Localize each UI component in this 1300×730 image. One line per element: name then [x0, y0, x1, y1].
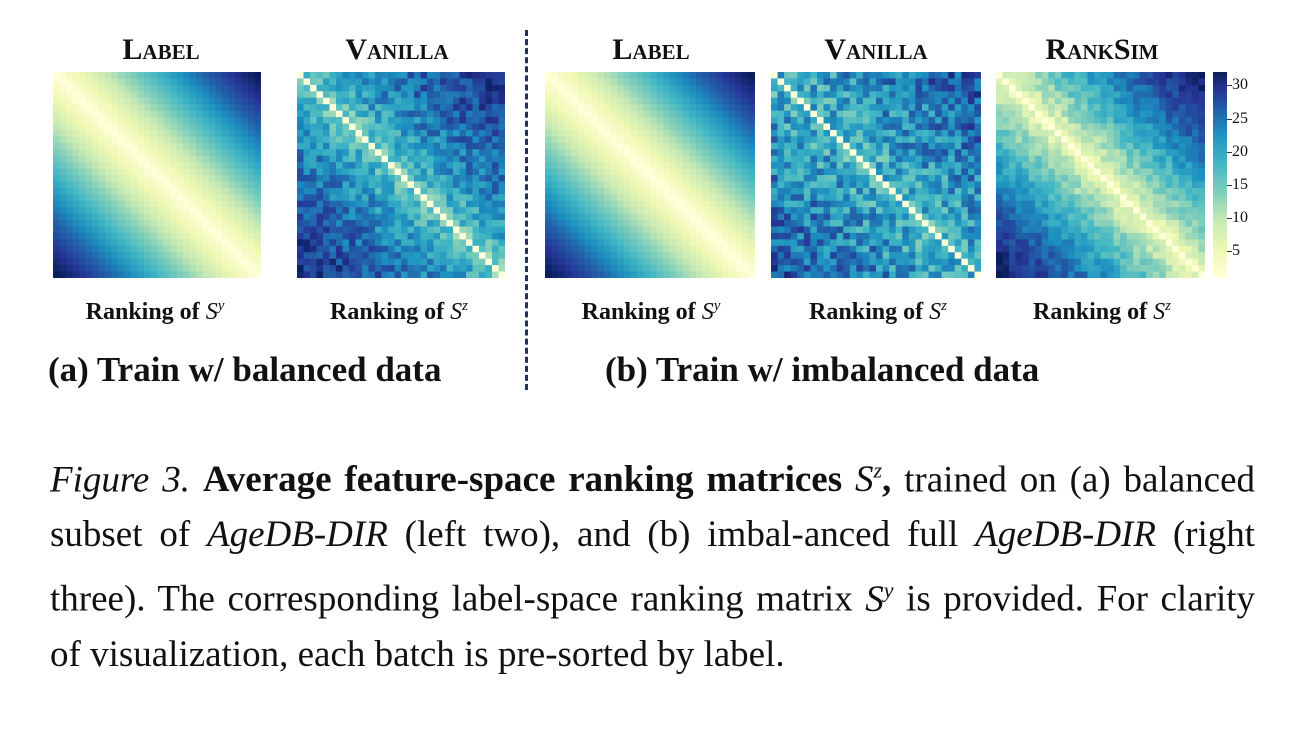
- group-label-balanced: (a) Train w/ balanced data: [48, 350, 442, 389]
- group-label-imbalanced: (b) Train w/ imbalanced data: [605, 350, 1040, 389]
- colorbar-tick-label: 25: [1232, 109, 1248, 127]
- colorbar-tick: [1227, 184, 1232, 186]
- panel-title-vanilla-b: Vanilla: [824, 33, 928, 66]
- heatmap-vanilla-imbalanced: [771, 72, 981, 278]
- caption-text-2: (left two), and (b) imbal-anced full: [404, 514, 959, 556]
- panel-title-label-a: Label: [122, 33, 200, 66]
- caption-dataset-2: AgeDB-DIR: [975, 514, 1156, 556]
- caption-figure-label: Figure 3.: [50, 459, 190, 501]
- colorbar-tick: [1227, 85, 1232, 87]
- colorbar-tick: [1227, 251, 1232, 253]
- xlabel-label-b: Ranking of Sy: [581, 298, 721, 325]
- heatmap-vanilla-balanced: [297, 72, 505, 278]
- colorbar-tick-label: 30: [1232, 76, 1248, 94]
- caption-dataset-1: AgeDB-DIR: [207, 514, 388, 556]
- heatmap-label-imbalanced: [545, 72, 755, 278]
- xlabel-vanilla-a: Ranking of Sz: [330, 298, 468, 325]
- colorbar: [1213, 72, 1227, 278]
- xlabel-ranksim: Ranking of Sz: [1033, 298, 1171, 325]
- caption-bold-title: Average feature-space ranking matrices S…: [202, 458, 892, 501]
- heatmap-ranksim: [996, 72, 1205, 278]
- group-divider: [525, 30, 528, 390]
- panel-title-ranksim: RankSim: [1045, 33, 1159, 66]
- colorbar-tick: [1227, 118, 1232, 120]
- colorbar-tick-label: 15: [1232, 175, 1248, 193]
- colorbar-tick: [1227, 218, 1232, 220]
- caption-text-3: (right three). The corresponding label-s…: [50, 514, 1256, 620]
- figure-caption: Figure 3. Average feature-space ranking …: [50, 443, 1255, 682]
- colorbar-tick-label: 10: [1232, 209, 1248, 227]
- colorbar-tick-label: 5: [1232, 242, 1240, 260]
- caption-text-1: trained on (a) balanced subset of: [50, 459, 1255, 556]
- colorbar-tick: [1227, 151, 1232, 153]
- colorbar-tick-label: 20: [1232, 142, 1248, 160]
- xlabel-label-a: Ranking of Sy: [85, 298, 225, 325]
- heatmap-label-balanced: [53, 72, 261, 278]
- panel-title-vanilla-a: Vanilla: [345, 33, 449, 66]
- caption-math-sy: Sy: [865, 577, 894, 620]
- panel-title-label-b: Label: [612, 33, 690, 66]
- xlabel-vanilla-b: Ranking of Sz: [809, 298, 947, 325]
- caption-text-4: is provided. For clarity of visualizatio…: [50, 578, 1256, 675]
